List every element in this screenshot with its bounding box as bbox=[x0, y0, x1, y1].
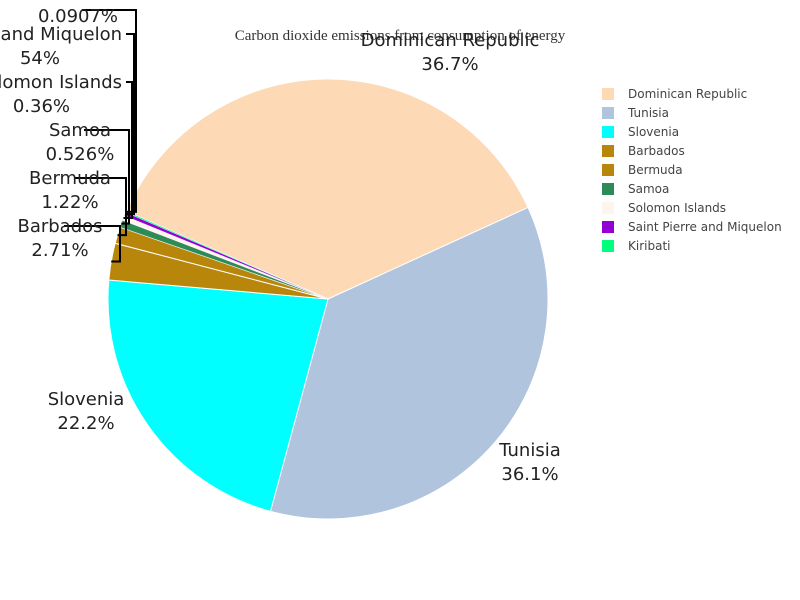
legend-item-dominican-republic[interactable]: Dominican Republic bbox=[602, 87, 747, 101]
legend-label: Barbados bbox=[628, 144, 685, 158]
pie-slice-dominican-republic[interactable] bbox=[125, 78, 529, 300]
leader-line-bermuda bbox=[74, 177, 127, 237]
legend-swatch bbox=[602, 202, 614, 214]
legend-item-slovenia[interactable]: Slovenia bbox=[602, 125, 679, 139]
leader-line-samoa bbox=[84, 129, 130, 225]
leader-line-saint-pierre-and-miquelon bbox=[125, 33, 135, 216]
legend-label: Tunisia bbox=[627, 106, 669, 120]
leader-lines bbox=[64, 9, 137, 263]
legend-swatch bbox=[602, 145, 614, 157]
legend-label: Slovenia bbox=[628, 125, 679, 139]
legend-item-barbados[interactable]: Barbados bbox=[602, 144, 685, 158]
leader-line-barbados bbox=[64, 225, 121, 263]
legend-label: Dominican Republic bbox=[628, 87, 747, 101]
legend-item-tunisia[interactable]: Tunisia bbox=[602, 106, 669, 120]
slice-label-dominican-republic: Dominican Republic 36.7% bbox=[361, 30, 540, 75]
legend-swatch bbox=[602, 164, 614, 176]
legend-label: Samoa bbox=[628, 182, 669, 196]
leader-line-kiribati bbox=[82, 9, 137, 213]
legend-label: Solomon Islands bbox=[628, 201, 726, 215]
legend-swatch bbox=[602, 221, 614, 233]
pie-slice-tunisia[interactable] bbox=[269, 206, 549, 520]
legend-item-kiribati[interactable]: Kiribati bbox=[602, 239, 670, 253]
legend-swatch bbox=[602, 107, 614, 119]
legend-label: Kiribati bbox=[628, 239, 670, 253]
slice-labels: Dominican Republic 36.7% Tunisia 36.1% Slove… bbox=[0, 6, 561, 485]
leader-line-solomon-islands bbox=[123, 81, 133, 219]
slice-label-slovenia: Slovenia 22.2% bbox=[48, 389, 125, 434]
legend-swatch bbox=[602, 183, 614, 195]
legend-swatch bbox=[602, 126, 614, 138]
legend: Dominican Republic Tunisia Slovenia Barbado… bbox=[602, 87, 782, 253]
legend-swatch bbox=[602, 88, 614, 100]
legend-item-samoa[interactable]: Samoa bbox=[602, 182, 669, 196]
legend-item-bermuda[interactable]: Bermuda bbox=[602, 163, 683, 177]
slice-label-bermuda: Bermuda 1.22% bbox=[29, 168, 111, 213]
legend-item-solomon-islands[interactable]: Solomon Islands bbox=[602, 201, 726, 215]
legend-swatch bbox=[602, 240, 614, 252]
legend-item-saint-pierre-and-miquelon[interactable]: Saint Pierre and Miquelon bbox=[602, 220, 782, 234]
slice-label-kiribati: 0.0907% bbox=[38, 6, 118, 27]
slice-label-tunisia: Tunisia 36.1% bbox=[498, 440, 561, 485]
pie-slice-slovenia[interactable] bbox=[107, 279, 329, 512]
slice-label-barbados: Barbados 2.71% bbox=[17, 216, 102, 261]
legend-label: Saint Pierre and Miquelon bbox=[628, 220, 782, 234]
legend-label: Bermuda bbox=[628, 163, 683, 177]
pie-slices bbox=[107, 78, 549, 520]
slice-label-samoa: Samoa 0.526% bbox=[46, 120, 115, 165]
chart-title: Carbon dioxide emissions from consumptio… bbox=[235, 28, 566, 44]
